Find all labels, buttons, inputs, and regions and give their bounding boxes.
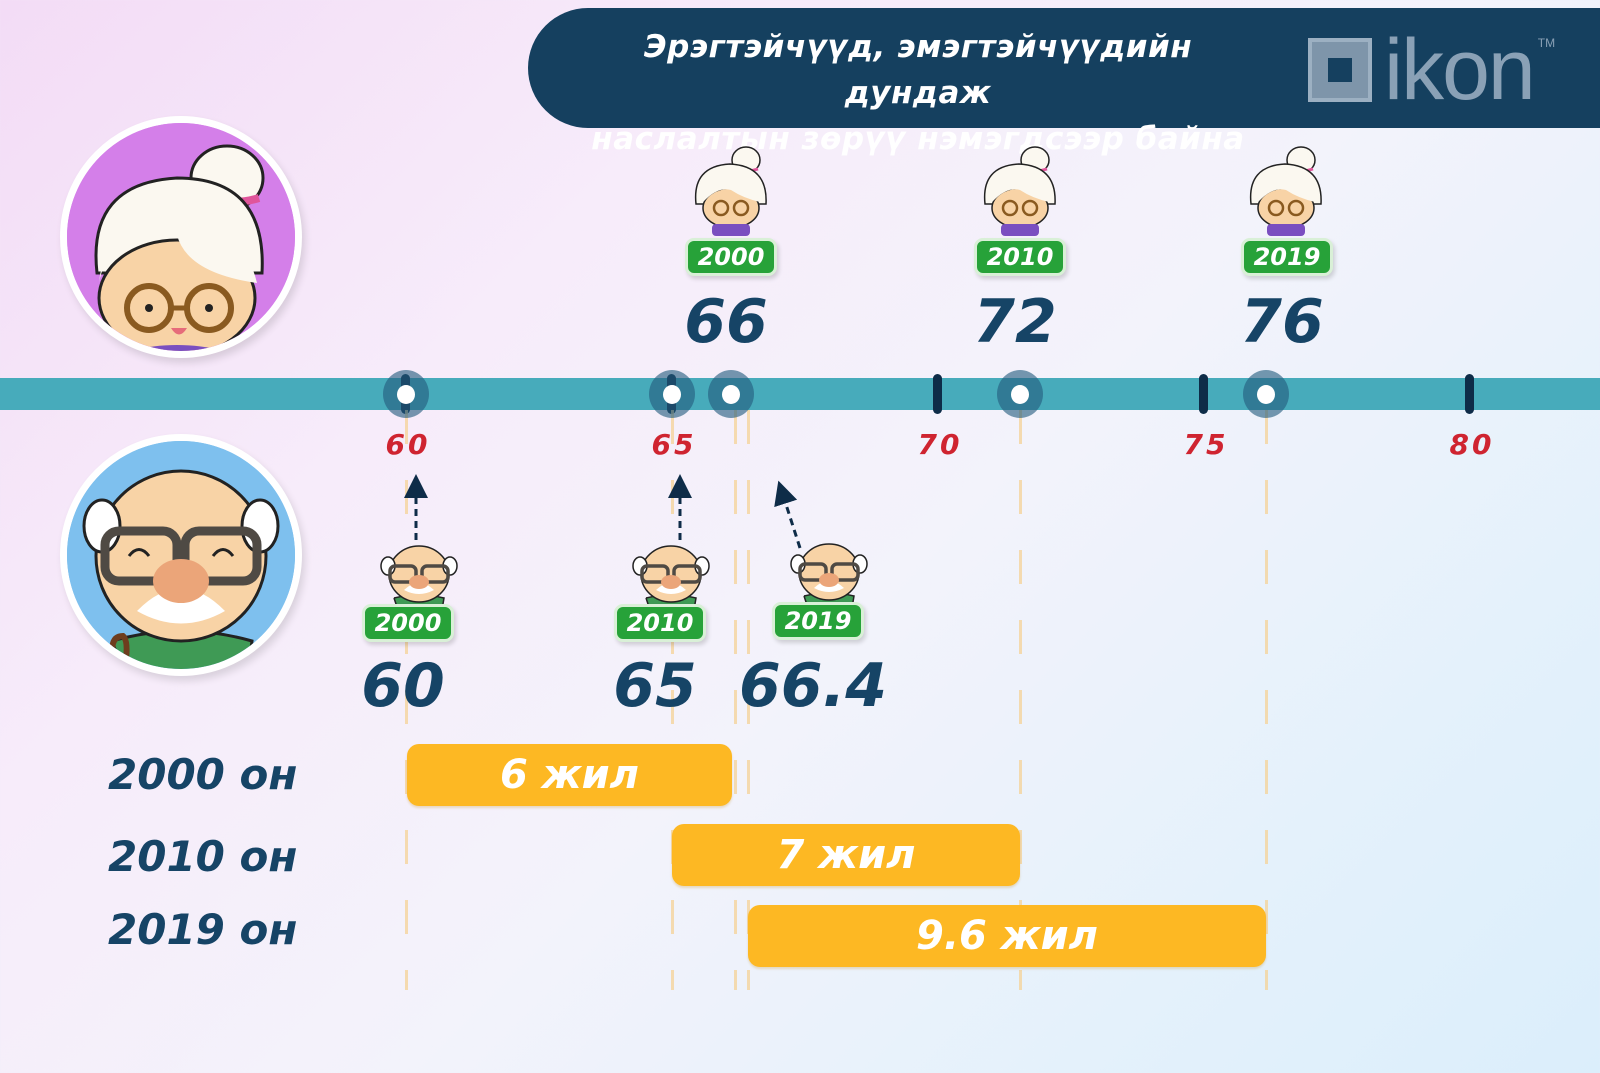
marker-women-2019 xyxy=(1243,370,1289,418)
year-badge-men-2000: 2000 xyxy=(362,604,454,642)
value-women-2019: 76 xyxy=(1240,287,1324,357)
ikon-logo: ikon TM xyxy=(1308,22,1556,118)
arrow-up-icon xyxy=(404,474,802,549)
value-women-2000: 66 xyxy=(684,287,768,357)
grandmother-icon xyxy=(1243,142,1329,236)
marker-men-2000 xyxy=(383,370,429,418)
guide-line-60 xyxy=(405,410,408,990)
guide-line-72 xyxy=(1019,410,1022,990)
grandmother-avatar-icon xyxy=(60,116,302,358)
axis-tick-75 xyxy=(1199,374,1208,414)
axis-label-65: 65 xyxy=(651,428,697,461)
gap-bar-2000: 6 жил xyxy=(407,744,732,806)
marker-men-2010 xyxy=(649,370,695,418)
logo-text: ikon xyxy=(1384,22,1536,118)
guide-line-66 xyxy=(734,410,737,990)
value-men-2019: 66.4 xyxy=(738,651,888,721)
logo-trademark: TM xyxy=(1537,36,1556,50)
axis-tick-70 xyxy=(933,374,942,414)
value-men-2010: 65 xyxy=(613,651,697,721)
ikon-logo-icon xyxy=(1308,38,1372,102)
marker-women-2010 xyxy=(997,370,1043,418)
gap-bar-2010: 7 жил xyxy=(672,824,1020,886)
title-line-1: Эрэгтэйчүүд, эмэгтэйчүүдийн дундаж xyxy=(643,29,1193,111)
timeline-axis xyxy=(0,378,1600,410)
grandmother-icon xyxy=(688,142,774,236)
guide-line-66-4 xyxy=(747,410,750,990)
axis-label-60: 60 xyxy=(385,428,431,461)
axis-label-75: 75 xyxy=(1183,428,1229,461)
title-line-2: наслалтын зөрүү нэмэгдсээр байна xyxy=(591,121,1245,157)
marker-women-2000 xyxy=(708,370,754,418)
guide-line-76 xyxy=(1265,410,1268,990)
grandmother-icon xyxy=(977,142,1063,236)
axis-tick-80 xyxy=(1465,374,1474,414)
guide-line-65 xyxy=(671,410,674,990)
chart-title: Эрэгтэйчүүд, эмэгтэйчүүдийн дундаж насла… xyxy=(568,24,1268,162)
gap-bar-2019: 9.6 жил xyxy=(748,905,1266,967)
row-label-2019: 2019 он xyxy=(108,905,298,954)
year-badge-women-2000: 2000 xyxy=(685,238,777,276)
row-label-2010: 2010 он xyxy=(108,832,298,881)
grandfather-icon xyxy=(628,540,714,611)
year-badge-men-2010: 2010 xyxy=(614,604,706,642)
axis-label-70: 70 xyxy=(917,428,963,461)
value-women-2010: 72 xyxy=(973,287,1057,357)
header-banner: Эрэгтэйчүүд, эмэгтэйчүүдийн дундаж насла… xyxy=(528,8,1600,157)
year-badge-women-2010: 2010 xyxy=(974,238,1066,276)
row-label-2000: 2000 он xyxy=(108,750,298,799)
grandfather-icon xyxy=(786,538,872,609)
value-men-2000: 60 xyxy=(361,651,445,721)
grandfather-avatar-icon xyxy=(60,434,302,676)
grandfather-icon xyxy=(376,540,462,611)
axis-label-80: 80 xyxy=(1449,428,1495,461)
year-badge-men-2019: 2019 xyxy=(772,602,864,640)
year-badge-women-2019: 2019 xyxy=(1241,238,1333,276)
